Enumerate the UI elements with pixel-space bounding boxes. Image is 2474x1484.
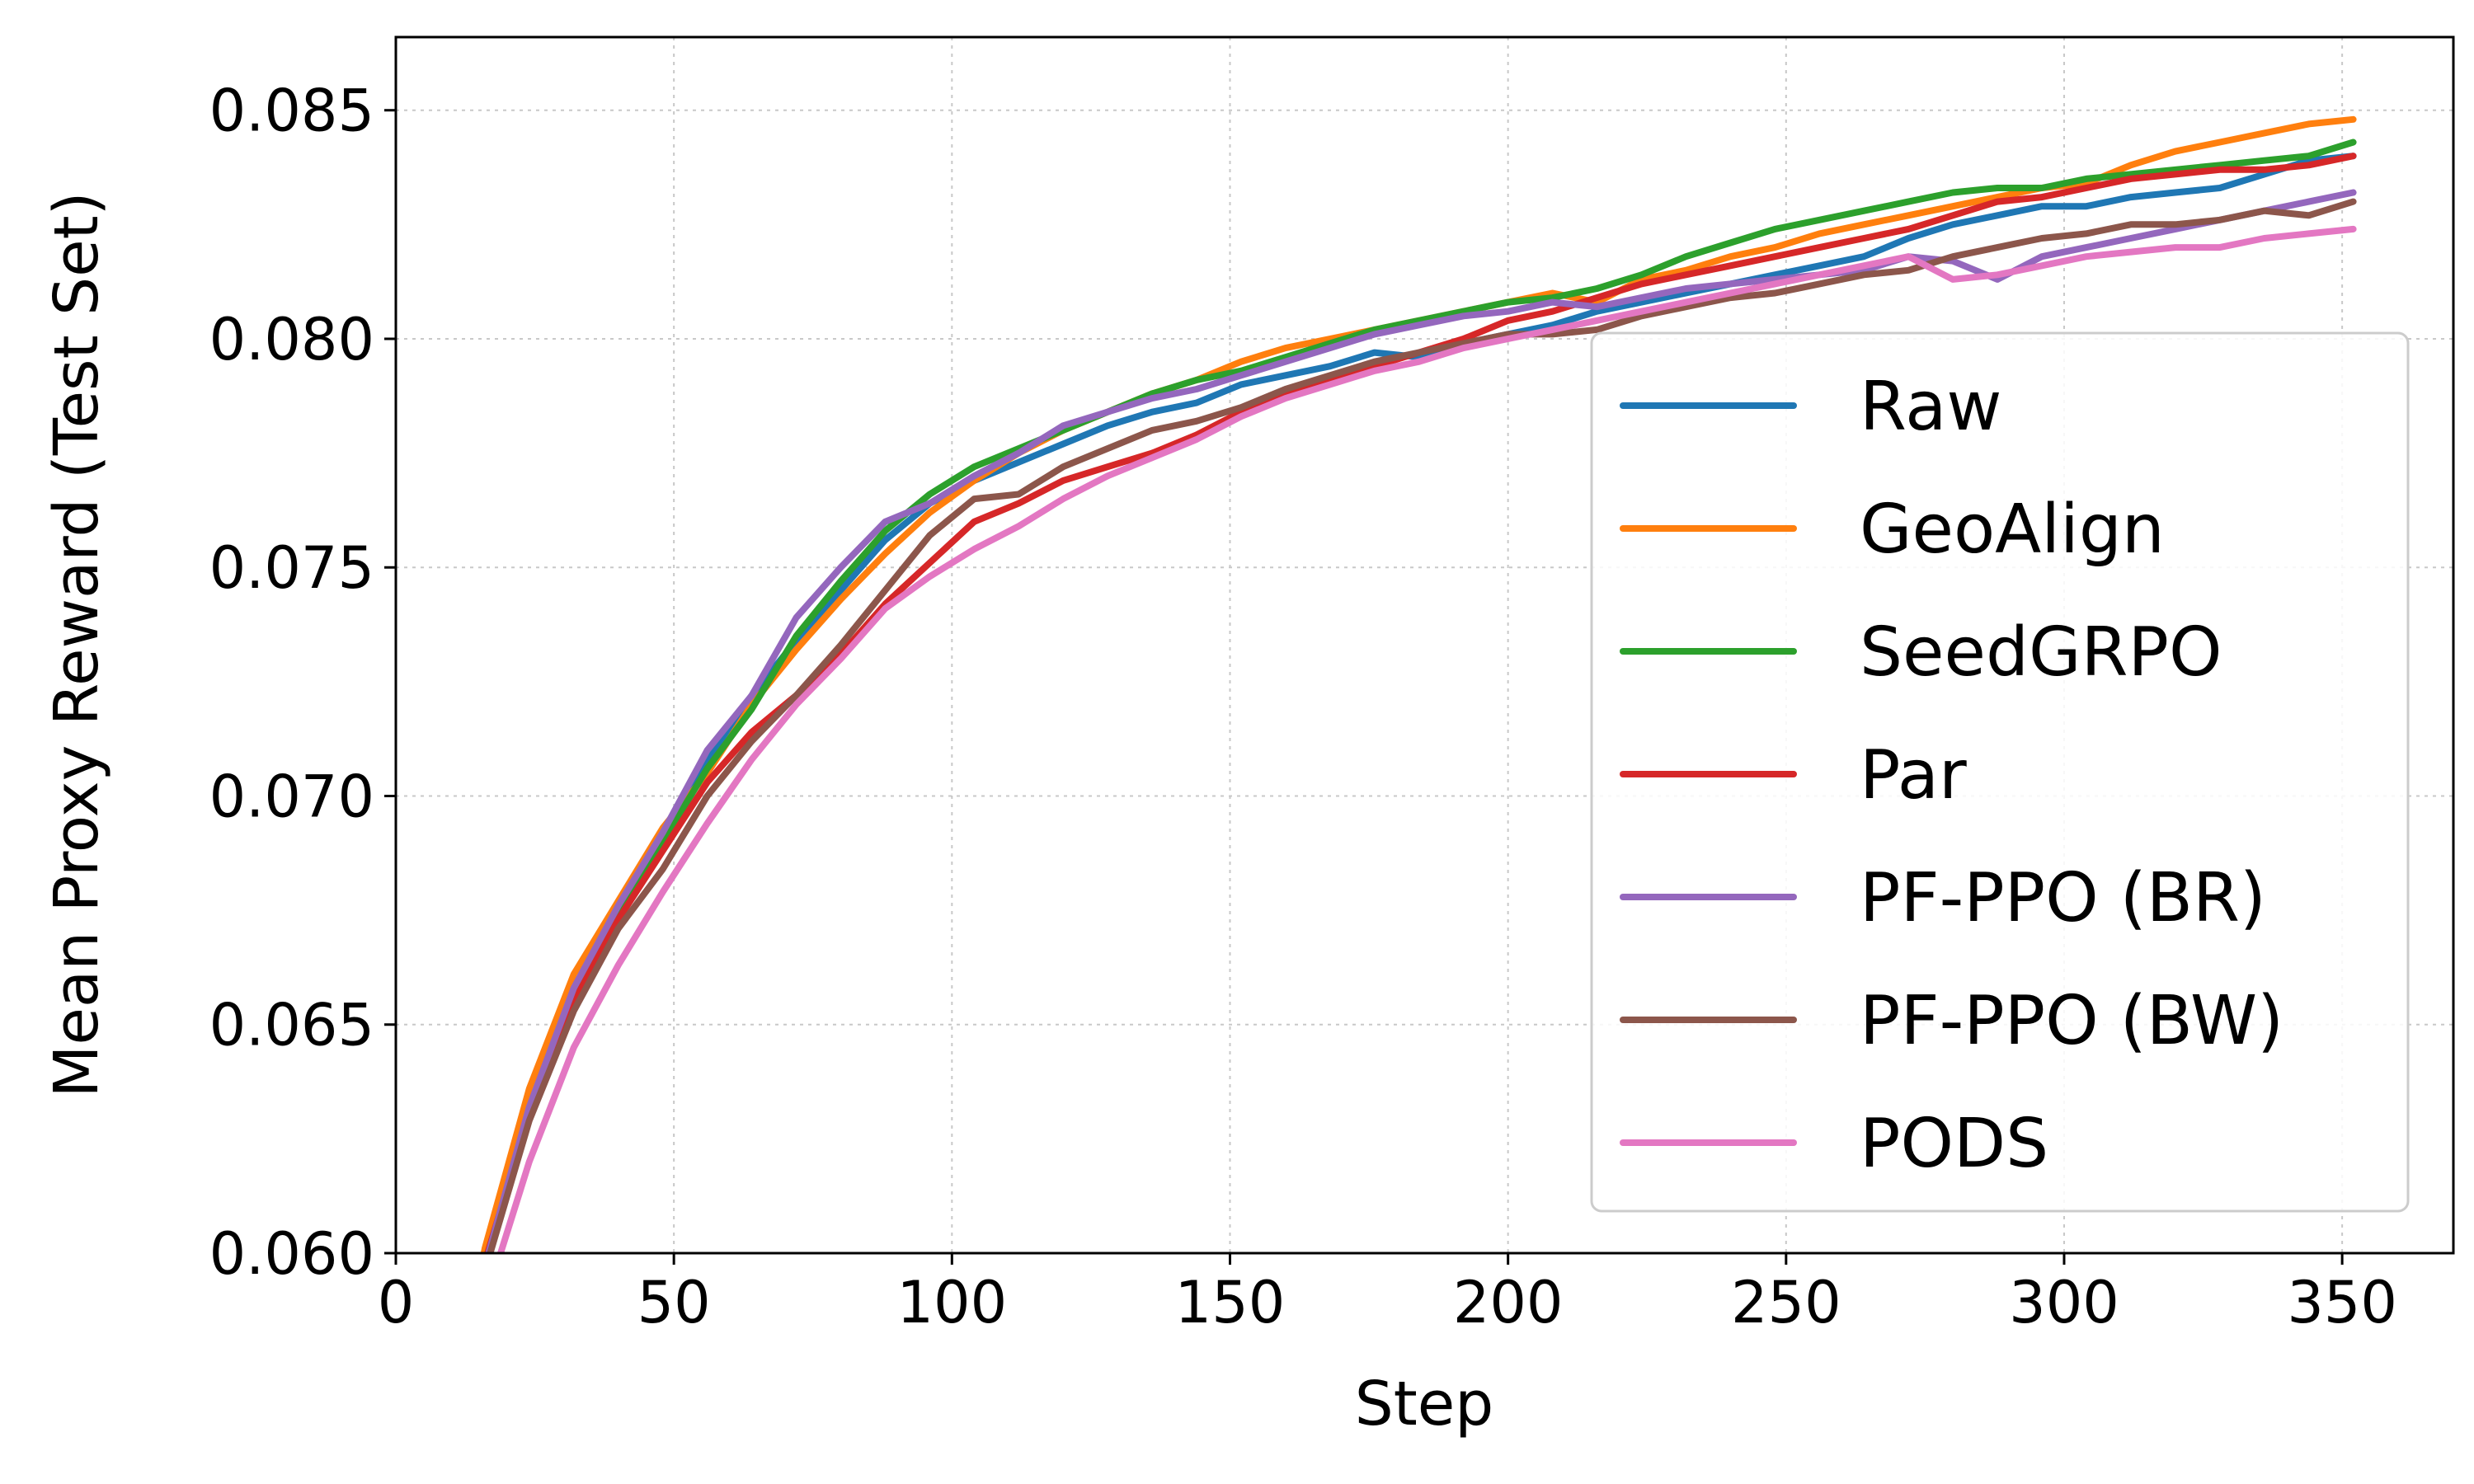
y-axis-title: Mean Proxy Reward (Test Set) (41, 192, 112, 1098)
x-tick-label: 300 (2009, 1269, 2119, 1336)
x-tick-label: 50 (637, 1269, 711, 1336)
plot-frame (394, 35, 2455, 1255)
series-line-seedgrpo (485, 139, 2357, 1253)
legend-label-raw: Raw (1860, 368, 2002, 446)
x-tick-label: 250 (1731, 1269, 1841, 1336)
legend-label-seedgrpo: SeedGRPO (1860, 613, 2222, 692)
x-tick-label: 100 (897, 1269, 1008, 1336)
y-tick-label: 0.070 (209, 763, 374, 830)
x-tick-label: 0 (378, 1269, 415, 1336)
y-tick-label: 0.080 (209, 306, 374, 373)
axis-ticks: 0 50 100 150 200 250 300 350 0.060 0.065 0.070 0.07… (209, 77, 2397, 1336)
series-line-pf-ppo-br (485, 189, 2357, 1253)
legend-label-pf-ppo-bw: PF-PPO (BW) (1860, 982, 2284, 1060)
x-tick-label: 350 (2287, 1269, 2397, 1336)
legend-label-geoalign: GeoAlign (1860, 491, 2165, 569)
y-tick-label: 0.075 (209, 534, 374, 602)
y-tick-label: 0.085 (209, 77, 374, 145)
x-tick-label: 150 (1175, 1269, 1286, 1336)
series-line-pf-ppo-bw (487, 198, 2357, 1253)
x-tick-label: 200 (1453, 1269, 1564, 1336)
legend-label-par: Par (1860, 736, 1967, 815)
series-lines (480, 115, 2357, 1253)
y-tick-label: 0.065 (209, 992, 374, 1059)
legend-label-pods: PODS (1860, 1105, 2048, 1183)
legend-frame (1590, 331, 2410, 1213)
legend-label-pf-ppo-br: PF-PPO (BR) (1860, 859, 2266, 937)
legend: Raw GeoAlign SeedGRPO Par PF-PPO (BR) PF-PPO … (1590, 331, 2410, 1213)
x-axis-title: Step (1355, 1369, 1494, 1439)
series-line-pods (496, 225, 2357, 1253)
y-tick-label: 0.060 (209, 1220, 374, 1288)
